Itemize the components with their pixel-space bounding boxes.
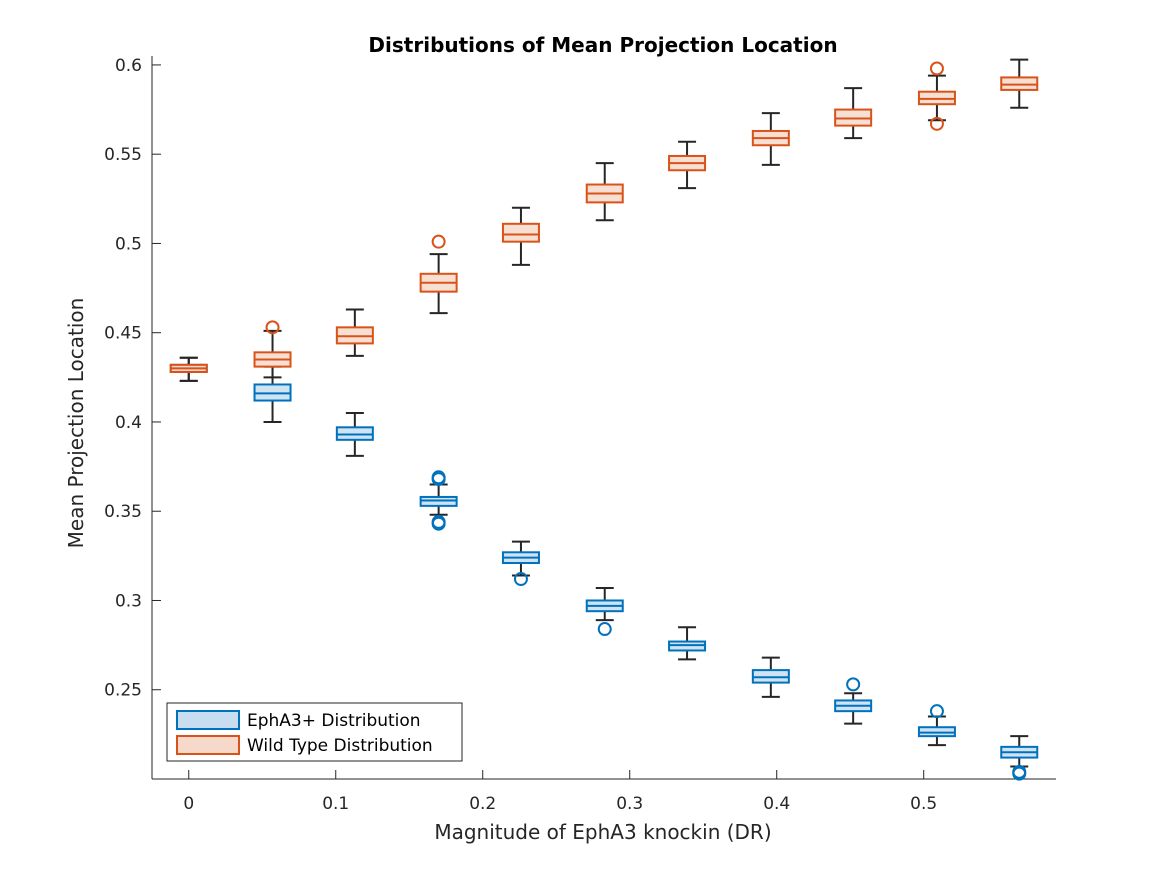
x-tick-label: 0.1 bbox=[322, 794, 349, 814]
y-tick-label: 0.55 bbox=[104, 145, 142, 165]
ticks: 0 0.1 0.2 0.3 0.4 0.5 0.25 0.3 0.35 0.4 0.45 0.5 0.5… bbox=[104, 56, 937, 814]
y-tick-label: 0.35 bbox=[104, 502, 142, 522]
epha3-outlier bbox=[597, 622, 612, 637]
wild-type-outlier bbox=[929, 61, 944, 76]
legend-label-wild-type: Wild Type Distribution bbox=[247, 736, 433, 756]
y-axis-label: Mean Projection Location bbox=[64, 298, 88, 549]
x-tick-label: 0.3 bbox=[616, 794, 643, 814]
epha3-outlier bbox=[431, 514, 446, 529]
y-tick-label: 0.6 bbox=[115, 56, 142, 76]
boxes bbox=[169, 58, 1039, 781]
y-tick-label: 0.5 bbox=[115, 234, 142, 254]
epha3-outlier bbox=[513, 572, 528, 587]
axes bbox=[151, 56, 1056, 780]
epha3-outlier bbox=[846, 677, 861, 692]
chart-title: Distributions of Mean Projection Locatio… bbox=[368, 33, 837, 57]
epha3-outlier bbox=[1012, 764, 1027, 779]
legend-swatch-epha3 bbox=[176, 710, 240, 730]
wild-type-outlier bbox=[929, 116, 944, 131]
y-tick-label: 0.25 bbox=[104, 681, 142, 701]
wild-type-outlier bbox=[265, 320, 280, 335]
x-tick-label: 0.2 bbox=[469, 794, 496, 814]
legend-swatch-wild-type bbox=[176, 735, 240, 755]
y-tick-label: 0.3 bbox=[115, 591, 142, 611]
epha3-outlier bbox=[431, 470, 446, 485]
y-tick-label: 0.4 bbox=[115, 413, 142, 433]
x-axis-label: Magnitude of EphA3 knockin (DR) bbox=[434, 820, 771, 844]
legend-label-epha3: EphA3+ Distribution bbox=[247, 711, 421, 731]
wild-type-box bbox=[501, 222, 540, 243]
y-tick-label: 0.45 bbox=[104, 324, 142, 344]
x-tick-label: 0 bbox=[183, 794, 194, 814]
x-tick-label: 0.4 bbox=[763, 794, 790, 814]
wild-type-outlier bbox=[431, 234, 446, 249]
x-tick-label: 0.5 bbox=[910, 794, 937, 814]
legend: EphA3+ Distribution Wild Type Distributi… bbox=[166, 702, 463, 762]
epha3-outlier bbox=[929, 704, 944, 719]
